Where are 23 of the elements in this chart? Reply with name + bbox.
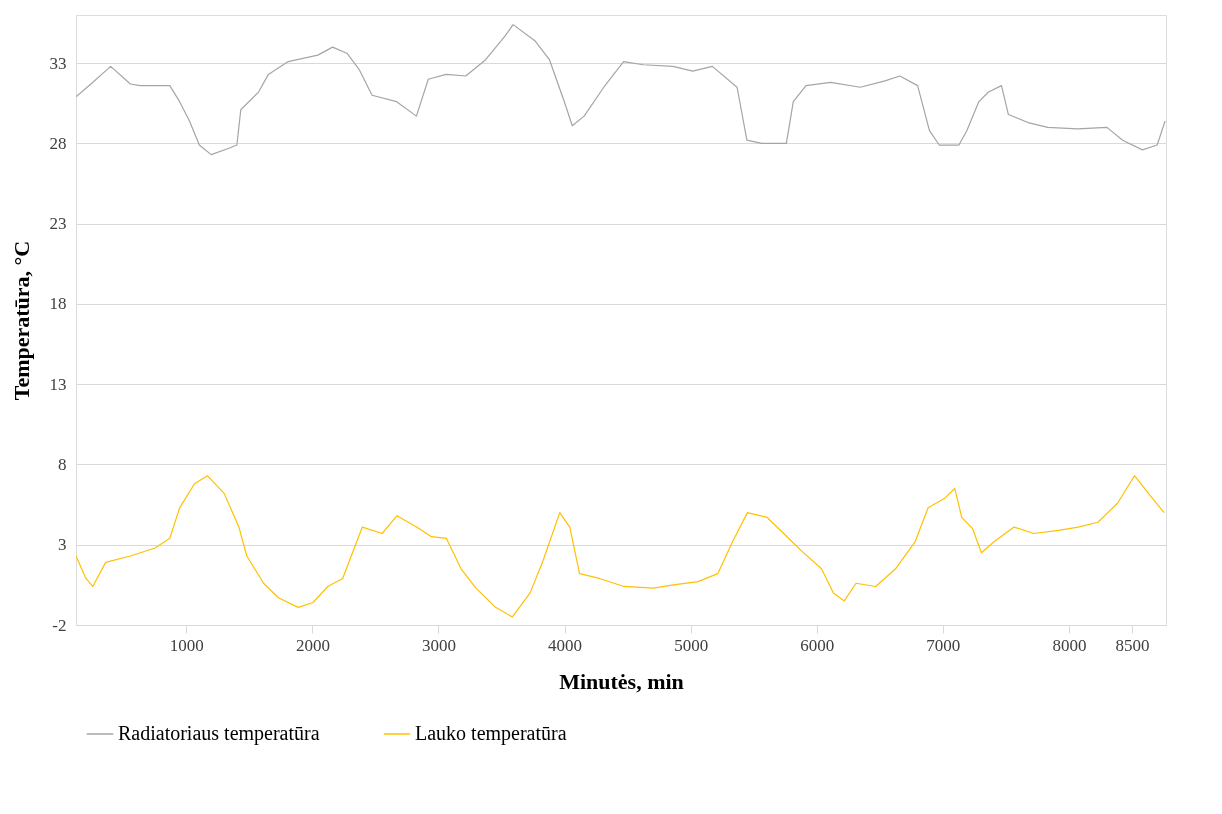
y-axis-title: Temperatūra, °C — [8, 240, 34, 401]
y-tick-label: 28 — [49, 133, 67, 153]
y-tick-label: 33 — [49, 53, 67, 73]
y-tick-label: 8 — [58, 454, 67, 474]
line-series — [76, 475, 1165, 618]
y-tick-label: 3 — [58, 535, 67, 555]
y-tick-label: 13 — [49, 374, 67, 394]
y-tick-label: -2 — [52, 615, 67, 635]
x-tick-label: 3000 — [421, 635, 456, 655]
x-axis-title: Minutės, min — [559, 668, 684, 694]
x-tick-label: 7000 — [926, 635, 961, 655]
legend-label: Radiatoriaus temperatūra — [118, 722, 320, 745]
x-tick-label: 2000 — [295, 635, 330, 655]
x-tick-label: 5000 — [674, 635, 709, 655]
x-tick-label: 1000 — [169, 635, 204, 655]
y-tick-label: 18 — [49, 294, 67, 314]
line-series — [76, 24, 1166, 156]
x-tick-label: 6000 — [800, 635, 835, 655]
x-tick-label: 8500 — [1115, 635, 1150, 655]
y-tick-label: 23 — [49, 214, 67, 234]
x-tick-label: 4000 — [548, 635, 583, 655]
legend-label: Lauko temperatūra — [415, 722, 567, 745]
x-tick-label: 8000 — [1052, 635, 1087, 655]
